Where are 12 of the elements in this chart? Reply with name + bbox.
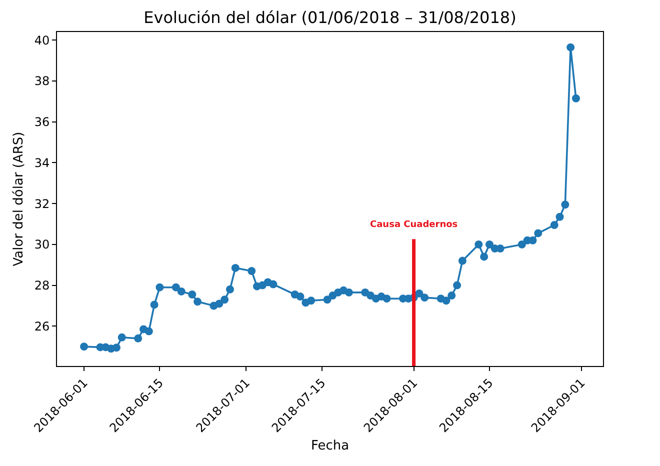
y-axis-title: Valor del dólar (ARS) xyxy=(11,132,26,266)
y-tick-label: 30 xyxy=(34,238,50,252)
y-tick-label: 40 xyxy=(34,33,50,48)
y-tick-label: 26 xyxy=(34,319,50,334)
y-tick-label: 28 xyxy=(34,278,50,293)
ref-line-label: Causa Cuadernos xyxy=(370,220,458,230)
y-tick-label: 38 xyxy=(34,74,50,88)
chart-title: Evolución del dólar (01/06/2018 – 31/08/2018) xyxy=(144,8,516,27)
y-tick-label: 34 xyxy=(34,156,50,170)
x-axis-title: Fecha xyxy=(310,438,350,454)
y-tick-label: 36 xyxy=(34,115,50,130)
y-tick-label: 32 xyxy=(34,196,50,211)
